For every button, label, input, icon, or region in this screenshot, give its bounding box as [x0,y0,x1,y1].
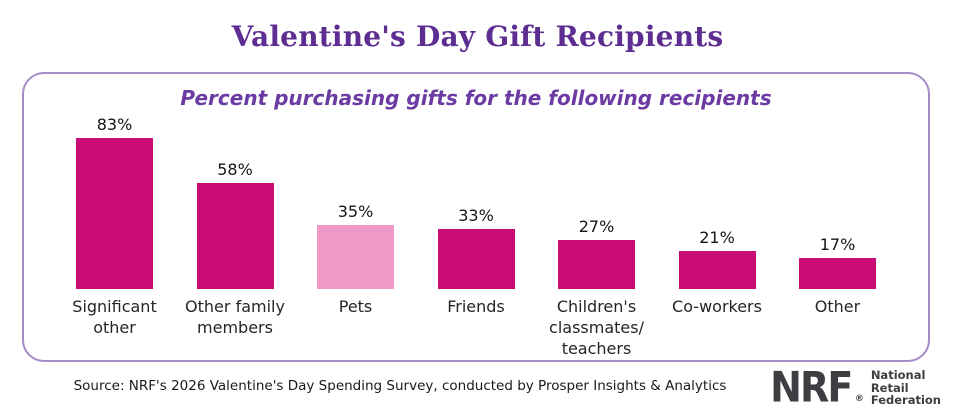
bar-category-label: Children's classmates/ teachers [522,296,672,359]
bar-column-pets: 35% Pets [317,114,394,316]
bar-column-friends: 33% Friends [437,114,515,316]
bar-column-other: 17% Other [799,114,876,316]
bar-column-childrens-classmates-teachers: 27% Children's classmates/ teachers [549,114,644,358]
chart-panel: Percent purchasing gifts for the followi… [22,72,930,362]
nrf-logo: NRF ® National Retail Federation [768,366,941,410]
category-line: other [93,318,136,338]
nrf-wordmark-line: National [870,367,926,382]
bar-significant-other [76,138,153,289]
category-line: Significant [72,297,157,316]
bar-category-label: Pets [281,296,431,317]
bar-co-workers [678,251,756,289]
bar-category-label: Significant other [40,296,190,338]
category-line: classmates/ [549,318,644,338]
chart-subtitle: Percent purchasing gifts for the followi… [180,86,772,110]
page-title: Valentine's Day Gift Recipients [231,20,724,53]
nrf-logo-wordmark: National Retail Federation [870,367,941,408]
bar-childrens-classmates-teachers [558,240,635,289]
bar-friends [437,229,515,289]
category-line: Children's [556,297,637,316]
bar-value-label: 33% [458,206,494,225]
bar-category-label: Friends [401,296,551,317]
nrf-logo-text: NRF [770,363,853,413]
bar-column-significant-other: 83% Significant other [72,114,156,337]
bar-value-label: 58% [217,160,253,179]
category-line: teachers [561,339,632,359]
bar-pets [317,225,394,289]
bar-other [799,258,876,289]
bar-value-label: 27% [578,217,615,236]
bar-other-family-members [196,183,274,289]
bar-value-label: 35% [337,202,374,221]
nrf-wordmark-line: Federation [870,393,941,408]
bar-column-other-family-members: 58% Other family members [185,114,285,337]
category-line: Co-workers [672,297,762,316]
bar-category-label: Co-workers [642,296,792,317]
registered-trademark-icon: ® [854,394,864,405]
source-note: Source: NRF's 2026 Valentine's Day Spend… [73,378,727,394]
category-line: Friends [447,297,505,316]
category-line: members [197,318,273,338]
category-line: Other [814,297,861,316]
bar-value-label: 17% [819,235,856,254]
category-line: Pets [338,297,373,316]
bar-category-label: Other family members [160,296,310,338]
bar-value-label: 83% [96,115,133,134]
bar-chart: 83% Significant other 58% Other family m… [72,114,876,358]
nrf-wordmark-line: Retail [870,380,909,395]
nrf-logo-acronym: NRF ® [768,363,864,413]
category-line: Other family [185,297,285,316]
bar-category-label: Other [763,296,913,317]
bar-value-label: 21% [699,228,735,247]
bar-column-co-workers: 21% Co-workers [672,114,762,316]
